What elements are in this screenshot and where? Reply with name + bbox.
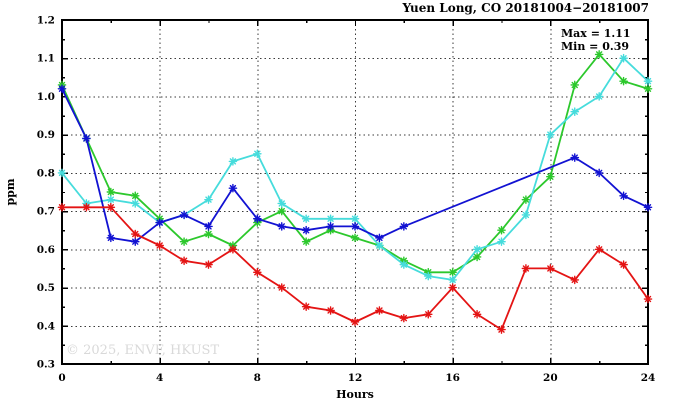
- x-axis-label: Hours: [336, 388, 374, 401]
- svg-text:0.7: 0.7: [37, 206, 55, 218]
- ticks: [61, 19, 650, 366]
- annotation-min: Min = 0.39: [561, 40, 629, 53]
- svg-text:0.5: 0.5: [37, 282, 55, 294]
- svg-text:0: 0: [58, 372, 65, 384]
- y-axis-label: ppm: [4, 178, 17, 205]
- markers-red: [57, 202, 653, 334]
- series-cyan: [57, 53, 653, 285]
- markers-blue: [57, 84, 653, 246]
- tick-labels: 0.3 0.4 0.5 0.6 0.7 0.8 0.9 1.0 1.1 1.2 0 4 8 12 16 20 2…: [37, 15, 656, 385]
- svg-text:20: 20: [543, 372, 558, 384]
- svg-text:1.0: 1.0: [37, 91, 55, 103]
- svg-text:1.1: 1.1: [37, 53, 55, 65]
- svg-text:4: 4: [156, 372, 163, 384]
- svg-text:24: 24: [641, 372, 656, 384]
- svg-text:8: 8: [254, 372, 261, 384]
- chart-title: Yuen Long, CO 20181004−20181007: [401, 1, 649, 15]
- svg-text:0.8: 0.8: [37, 167, 55, 179]
- grid: [62, 20, 648, 364]
- svg-text:0.4: 0.4: [37, 320, 55, 332]
- svg-text:0.3: 0.3: [37, 359, 55, 371]
- svg-text:16: 16: [445, 372, 460, 384]
- series-red: [57, 202, 653, 334]
- svg-text:0.6: 0.6: [37, 244, 55, 256]
- svg-text:1.2: 1.2: [37, 15, 55, 27]
- watermark: © 2025, ENVF, HKUST: [66, 343, 219, 358]
- series-blue: [57, 84, 653, 246]
- svg-text:12: 12: [348, 372, 363, 384]
- annotation-max: Max = 1.11: [561, 27, 631, 40]
- svg-text:0.9: 0.9: [37, 129, 55, 141]
- markers-cyan: [57, 53, 653, 285]
